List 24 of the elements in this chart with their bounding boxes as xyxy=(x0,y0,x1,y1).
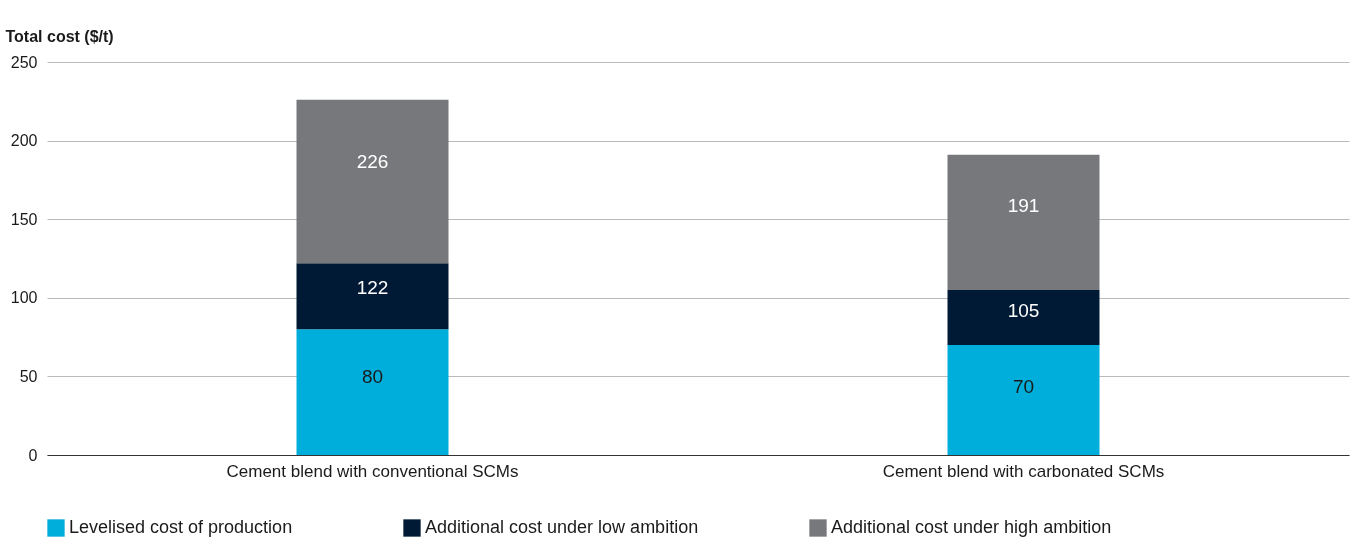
y-tick-label: 100 xyxy=(10,289,38,307)
bar xyxy=(947,289,1100,345)
annotation: 80 xyxy=(361,366,384,388)
y-tick-label: 250 xyxy=(10,53,38,71)
x-tick-label: Cement blend with conventional SCMs xyxy=(226,461,519,481)
y-tick-label: 200 xyxy=(10,132,38,150)
bar xyxy=(296,99,449,264)
y-tick-label: 0 xyxy=(28,446,38,464)
legend-label: Additional cost under high ambition xyxy=(831,517,1112,537)
y-tick-label: 50 xyxy=(19,367,38,385)
legend-label: Levelised cost of production xyxy=(69,517,293,537)
annotation: 122 xyxy=(356,277,389,299)
legend-label: Additional cost under low ambition xyxy=(425,517,699,537)
bar xyxy=(947,344,1100,455)
annotation: 70 xyxy=(1012,375,1035,397)
annotation: 105 xyxy=(1007,299,1040,321)
annotation: 191 xyxy=(1007,195,1040,217)
bar xyxy=(296,329,449,455)
y-tick-label: 150 xyxy=(10,210,38,228)
bar xyxy=(947,154,1100,290)
bar xyxy=(296,263,449,330)
y-axis-title: Total cost ($/t) xyxy=(5,27,114,45)
x-tick-label: Cement blend with carbonated SCMs xyxy=(882,461,1165,481)
annotation: 226 xyxy=(356,150,389,172)
